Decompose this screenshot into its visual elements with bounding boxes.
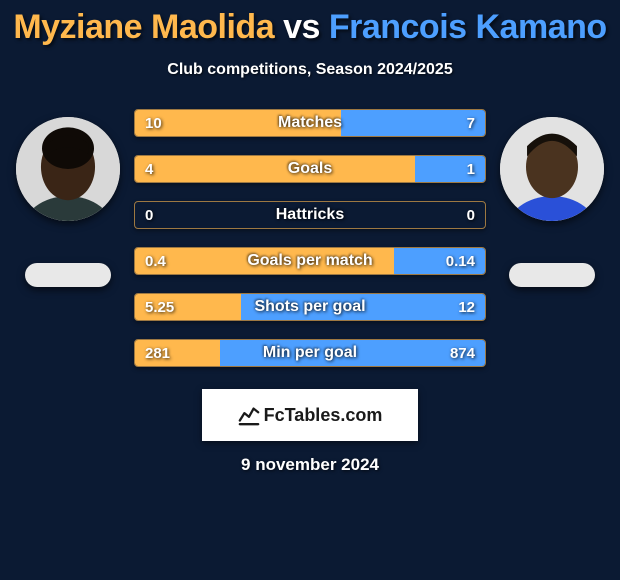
avatar-icon [500,117,604,221]
comparison-card: Myziane Maolida vs Francois Kamano Club … [0,0,620,580]
player1-avatar [16,117,120,221]
stat-label: Hattricks [135,202,485,228]
stat-bar-left [135,248,394,274]
page-title: Myziane Maolida vs Francois Kamano [13,8,606,47]
stat-bar-left [135,110,341,136]
stat-row: Hattricks0 0 [134,201,486,229]
player2-column [492,109,612,287]
stat-bar-left [135,340,220,366]
stat-value-right: 0 [467,202,475,228]
logo-text: FcTables.com [238,404,383,426]
player2-name: Francois Kamano [329,8,607,46]
stat-bar-right [220,340,485,366]
subtitle: Club competitions, Season 2024/2025 [167,61,452,79]
stat-bar-left [135,156,415,182]
stat-bar-right [341,110,485,136]
stat-row: Shots per goal5.2512 [134,293,486,321]
stat-row: Goals per match0.40.14 [134,247,486,275]
player1-column [8,109,128,287]
stat-row: Goals41 [134,155,486,183]
main-row: Matches107 Goals41 Hattricks0 0 Goals per ma… [0,109,620,367]
chart-icon [238,404,260,426]
date-text: 9 november 2024 [241,455,379,475]
stat-value-left: 0 [145,202,153,228]
stat-row: Min per goal281874 [134,339,486,367]
stat-bar-right [394,248,485,274]
stat-row: Matches107 [134,109,486,137]
player2-avatar [500,117,604,221]
stat-bar-right [241,294,485,320]
stats-column: Matches107 Goals41 Hattricks0 0 Goals per ma… [128,109,492,367]
player2-club-badge [509,263,595,287]
vs-text: vs [283,8,320,46]
avatar-icon [16,117,120,221]
logo-label: FcTables.com [264,405,383,426]
player1-name: Myziane Maolida [13,8,274,46]
player1-club-badge [25,263,111,287]
source-logo: FcTables.com [202,389,418,441]
stat-bar-right [415,156,485,182]
stat-bar-left [135,294,241,320]
